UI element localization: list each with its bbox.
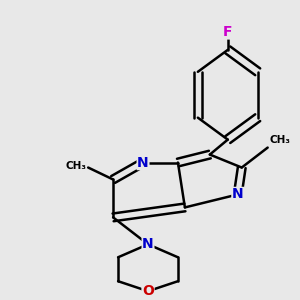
Text: O: O	[142, 284, 154, 298]
Text: F: F	[223, 25, 232, 39]
Text: N: N	[232, 188, 244, 202]
Text: CH₃: CH₃	[269, 135, 290, 145]
Text: N: N	[142, 237, 154, 251]
Text: CH₃: CH₃	[66, 161, 87, 171]
Text: N: N	[137, 155, 149, 170]
